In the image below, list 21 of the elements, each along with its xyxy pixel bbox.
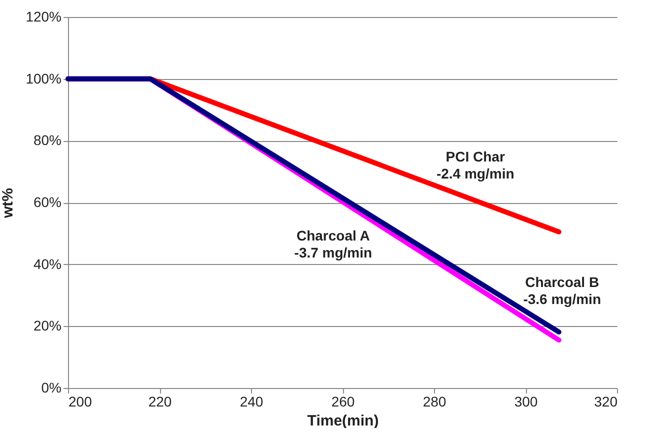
y-tick-label: 120% xyxy=(26,8,62,24)
y-axis-title: wt% xyxy=(0,188,17,219)
annotation: -3.7 mg/min xyxy=(294,244,372,261)
y-tick-label: 80% xyxy=(33,132,62,148)
y-tick-label: 20% xyxy=(33,318,62,334)
x-tick-label: 320 xyxy=(594,394,618,410)
x-tick-label: 220 xyxy=(148,394,172,410)
x-tick-label: 200 xyxy=(68,394,92,410)
y-tick-label: 40% xyxy=(33,256,62,272)
series-label: PCI Char xyxy=(446,148,506,165)
series-label: Charcoal A xyxy=(296,228,370,244)
annotation: -3.6 mg/min xyxy=(523,290,601,307)
y-tick-label: 100% xyxy=(26,70,62,86)
y-tick-label: 0% xyxy=(41,380,62,396)
x-tick-label: 240 xyxy=(240,394,264,410)
annotation: -2.4 mg/min xyxy=(436,166,514,182)
x-tick-label: 280 xyxy=(422,394,446,410)
x-tick-label: 300 xyxy=(514,394,538,410)
y-tick-label: 60% xyxy=(33,194,62,210)
x-tick-label: 260 xyxy=(331,394,355,410)
series-label: Charcoal B xyxy=(525,274,600,290)
